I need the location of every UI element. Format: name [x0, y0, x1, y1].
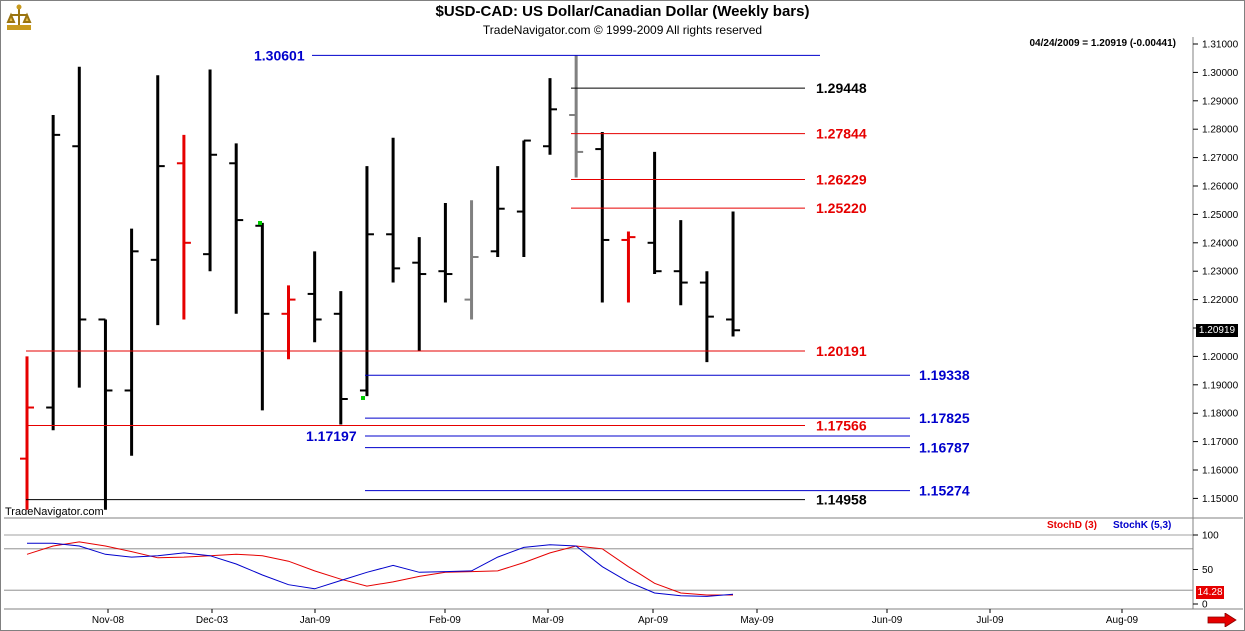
- signal-marker: [361, 396, 365, 400]
- stoch-line: [27, 542, 734, 597]
- level-label: 1.19338: [919, 367, 970, 383]
- level-label: 1.17566: [816, 418, 867, 434]
- y-tick-label: 1.17000: [1202, 437, 1239, 448]
- level-label: 1.26229: [816, 171, 867, 187]
- x-tick-label: Apr-09: [638, 615, 668, 626]
- x-tick-label: Jun-09: [872, 615, 903, 626]
- stoch-value-badge: 14.28: [1196, 586, 1224, 599]
- level-label: 1.27844: [816, 126, 867, 142]
- logo-icon: [6, 4, 32, 30]
- y-tick-label: 1.30000: [1202, 68, 1239, 79]
- y-tick-label: 1.16000: [1202, 466, 1239, 477]
- x-tick-label: Feb-09: [429, 615, 461, 626]
- y-tick-label: 1.26000: [1202, 182, 1239, 193]
- x-tick-label: Jul-09: [976, 615, 1004, 626]
- level-label: 1.17825: [919, 410, 970, 426]
- y-tick-label: 1.22000: [1202, 295, 1239, 306]
- y-tick-label: 1.27000: [1202, 153, 1239, 164]
- level-label: 1.29448: [816, 80, 867, 96]
- y-tick-label: 1.15000: [1202, 494, 1239, 505]
- level-label: 1.20191: [816, 343, 867, 359]
- chart-title: $USD-CAD: US Dollar/Canadian Dollar (Wee…: [435, 3, 810, 20]
- level-label: 1.17197: [306, 428, 357, 444]
- x-tick-label: Mar-09: [532, 615, 564, 626]
- x-tick-label: Nov-08: [92, 615, 125, 626]
- x-tick-label: May-09: [740, 615, 774, 626]
- y-tick-label: 1.20000: [1202, 352, 1239, 363]
- y-tick-label: 1.19000: [1202, 380, 1239, 391]
- price-readout: 04/24/2009 = 1.20919 (-0.00441): [1029, 38, 1176, 49]
- level-label: 1.15274: [919, 483, 970, 499]
- y-tick-label: 1.25000: [1202, 210, 1239, 221]
- stoch-k-legend: StochK (5,3): [1113, 520, 1172, 531]
- y-tick-label: 1.24000: [1202, 238, 1239, 249]
- x-tick-label: Jan-09: [300, 615, 331, 626]
- stoch-d-legend: StochD (3): [1047, 520, 1097, 531]
- chart-subtitle: TradeNavigator.com © 1999-2009 All right…: [482, 23, 763, 37]
- signal-marker: [258, 221, 262, 225]
- stoch-line: [26, 541, 733, 596]
- scroll-right-arrow-icon[interactable]: [1207, 613, 1237, 627]
- y-tick-label: 1.23000: [1202, 267, 1239, 278]
- stoch-tick-label: 0: [1202, 600, 1208, 611]
- x-tick-label: Dec-03: [196, 615, 229, 626]
- watermark: TradeNavigator.com: [5, 506, 104, 518]
- last-price-badge: 1.20919: [1196, 324, 1238, 337]
- x-tick-label: Aug-09: [1106, 615, 1139, 626]
- y-tick-label: 1.28000: [1202, 125, 1239, 136]
- level-label: 1.30601: [254, 47, 305, 63]
- y-tick-label: 1.31000: [1202, 40, 1239, 51]
- level-label: 1.16787: [919, 440, 970, 456]
- level-label: 1.14958: [816, 492, 867, 508]
- level-label: 1.25220: [816, 200, 867, 216]
- y-tick-label: 1.29000: [1202, 96, 1239, 107]
- stoch-tick-label: 100: [1202, 531, 1219, 542]
- y-tick-label: 1.18000: [1202, 409, 1239, 420]
- stoch-tick-label: 50: [1202, 565, 1214, 576]
